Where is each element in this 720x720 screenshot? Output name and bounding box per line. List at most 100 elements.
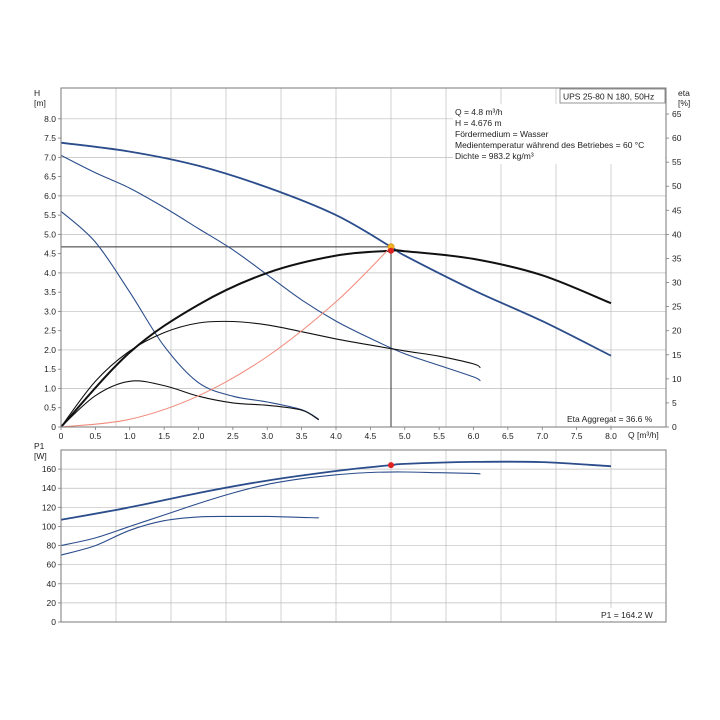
y-tick-label: 6.5 bbox=[44, 172, 56, 182]
y-tick-label: 0.5 bbox=[44, 403, 56, 413]
x-tick-label: 4.0 bbox=[330, 431, 342, 441]
eta-aggregat-annotation: Eta Aggregat = 36.6 % bbox=[567, 414, 653, 424]
info-box-bg bbox=[453, 104, 665, 164]
power-plot-frame bbox=[60, 449, 667, 623]
power-y-tick-label: 100 bbox=[42, 521, 56, 531]
power-grid bbox=[61, 450, 666, 622]
y2-tick-label: 10 bbox=[672, 374, 682, 384]
head-eta-ticks: 0 0.5 1.0 1.5 2.0 2.5 3.0 3.5 4.0 4.5 5.0 5.5 6.0 6.5… bbox=[44, 109, 682, 441]
y2-tick-label: 20 bbox=[672, 326, 682, 336]
x-tick-label: 2.5 bbox=[227, 431, 239, 441]
y-tick-label: 5.0 bbox=[44, 229, 56, 239]
y-tick-label: 1.5 bbox=[44, 364, 56, 374]
p1-annotation-bg bbox=[598, 608, 665, 621]
y-tick-label: 7.5 bbox=[44, 133, 56, 143]
eta-curve-right-axis bbox=[60, 380, 320, 428]
x-tick-label: 6.5 bbox=[502, 431, 514, 441]
y2-tick-label: 55 bbox=[672, 157, 682, 167]
info-box: Q = 4.8 m³/h H = 4.676 m Fördermedium = … bbox=[455, 107, 644, 161]
power-y-tick-label: 0 bbox=[51, 617, 56, 627]
chart-title: UPS 25-80 N 180, 50Hz bbox=[563, 92, 654, 102]
x-tick-label: 4.5 bbox=[364, 431, 376, 441]
info-temperature: Medientemperatur während des Betriebes =… bbox=[455, 140, 644, 150]
y-axis-label: H bbox=[34, 88, 40, 98]
head-grid bbox=[61, 88, 666, 427]
y2-tick-label: 50 bbox=[672, 181, 682, 191]
y-tick-label: 6.0 bbox=[44, 191, 56, 201]
y-tick-label: 2.0 bbox=[44, 345, 56, 355]
x-tick-label: 6.0 bbox=[468, 431, 480, 441]
y-tick-label: 8.0 bbox=[44, 114, 56, 124]
y2-tick-label: 15 bbox=[672, 350, 682, 360]
power-y-tick-label: 40 bbox=[47, 579, 57, 589]
duty-point-eta-marker bbox=[388, 247, 394, 254]
power-y-tick-label: 80 bbox=[47, 541, 57, 551]
system-curve-left-axis bbox=[60, 246, 392, 428]
x-tick-label: 2.0 bbox=[193, 431, 205, 441]
power-curve bbox=[60, 471, 481, 547]
y2-axis-label: eta bbox=[678, 88, 690, 98]
y-tick-label: 2.5 bbox=[44, 326, 56, 336]
y2-tick-label: 65 bbox=[672, 109, 682, 119]
eta-curve-right-axis bbox=[60, 320, 481, 428]
x-tick-label: 0.5 bbox=[89, 431, 101, 441]
power-curve bbox=[60, 460, 612, 521]
x-tick-label: 5.0 bbox=[399, 431, 411, 441]
head-curve-left-axis bbox=[60, 154, 481, 382]
x-tick-label: 0 bbox=[59, 431, 64, 441]
info-head: H = 4.676 m bbox=[455, 118, 502, 128]
power-panel: 0 20 40 60 80 100 120 140 160 P1 [W] P1 = 164.2 … bbox=[34, 441, 667, 627]
power-y-tick-label: 20 bbox=[47, 598, 57, 608]
y2-tick-label: 30 bbox=[672, 278, 682, 288]
x-tick-label: 3.5 bbox=[296, 431, 308, 441]
y2-axis-unit: [%] bbox=[678, 98, 690, 108]
power-curves bbox=[60, 460, 612, 556]
power-duty-point-marker bbox=[388, 462, 394, 469]
head-plot-frame bbox=[60, 87, 667, 428]
power-y-axis-label: P1 bbox=[34, 441, 45, 451]
y2-tick-label: 0 bbox=[672, 422, 677, 432]
power-curve bbox=[60, 515, 319, 556]
y-tick-label: 0 bbox=[51, 422, 56, 432]
y2-tick-label: 25 bbox=[672, 302, 682, 312]
power-y-axis-unit: [W] bbox=[34, 451, 47, 461]
y-tick-label: 3.0 bbox=[44, 306, 56, 316]
y-tick-label: 7.0 bbox=[44, 152, 56, 162]
p1-annotation: P1 = 164.2 W bbox=[601, 610, 653, 620]
y2-tick-label: 60 bbox=[672, 133, 682, 143]
y2-tick-label: 40 bbox=[672, 229, 682, 239]
head-curve-left-axis bbox=[60, 210, 320, 420]
power-y-tick-label: 140 bbox=[42, 483, 56, 493]
eta-curve-right-axis bbox=[60, 249, 612, 428]
chart-title-box bbox=[559, 88, 666, 104]
x-tick-label: 1.5 bbox=[158, 431, 170, 441]
head-eta-curves bbox=[60, 141, 612, 428]
info-density: Dichte = 983.2 kg/m³ bbox=[455, 151, 534, 161]
y2-tick-label: 35 bbox=[672, 253, 682, 263]
y2-tick-label: 5 bbox=[672, 398, 677, 408]
y-tick-label: 4.5 bbox=[44, 249, 56, 259]
x-tick-label: 8.0 bbox=[605, 431, 617, 441]
y2-tick-label: 45 bbox=[672, 205, 682, 215]
power-y-tick-label: 160 bbox=[42, 464, 56, 474]
y-tick-label: 3.5 bbox=[44, 287, 56, 297]
info-medium: Fördermedium = Wasser bbox=[455, 129, 549, 139]
power-y-tick-label: 120 bbox=[42, 502, 56, 512]
y-tick-label: 1.0 bbox=[44, 383, 56, 393]
head-eta-panel: 0 0.5 1.0 1.5 2.0 2.5 3.0 3.5 4.0 4.5 5.0 5.5 6.0 6.5… bbox=[34, 87, 690, 441]
eta-annotation-bg bbox=[564, 412, 665, 425]
head-curve-left-axis bbox=[60, 141, 612, 357]
y-axis-unit: [m] bbox=[34, 98, 46, 108]
power-ticks: 0 20 40 60 80 100 120 140 160 bbox=[42, 464, 61, 627]
x-tick-label: 7.0 bbox=[536, 431, 548, 441]
y-tick-label: 4.0 bbox=[44, 268, 56, 278]
x-tick-label: 7.5 bbox=[571, 431, 583, 441]
info-flow: Q = 4.8 m³/h bbox=[455, 107, 503, 117]
x-tick-label: 5.5 bbox=[433, 431, 445, 441]
power-y-tick-label: 60 bbox=[47, 560, 57, 570]
y-tick-label: 5.5 bbox=[44, 210, 56, 220]
x-tick-label: 1.0 bbox=[124, 431, 136, 441]
x-axis-label: Q [m³/h] bbox=[628, 430, 659, 440]
x-tick-label: 3.0 bbox=[261, 431, 273, 441]
